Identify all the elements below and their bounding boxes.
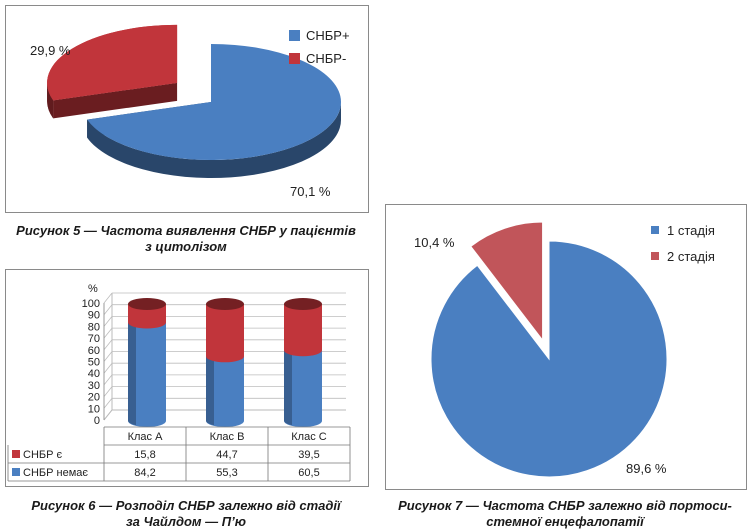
y-tick-label: 80 (88, 321, 100, 333)
legend-swatch-snbr-minus (289, 53, 300, 64)
figure-7-caption: Рисунок 7 — Частота СНБР залежно від пор… (385, 498, 745, 530)
bar-top-cap (128, 298, 166, 310)
table-value: 44,7 (216, 449, 237, 461)
bar-stack-2 (206, 298, 244, 427)
caption-6-line-1: Рисунок 6 — Розподіл СНБР залежно від ст… (31, 498, 341, 513)
bar-stack-1 (128, 298, 166, 427)
y-tick-label: 20 (88, 392, 100, 404)
y-tick-label: 90 (88, 310, 100, 322)
bar-top-cap (284, 298, 322, 310)
slice-label-89-6: 89,6 % (626, 461, 667, 476)
figure-7-chart: 1 стадія 2 стадія 10,4 % 89,6 % (385, 204, 747, 490)
table-value: 39,5 (298, 449, 319, 461)
category-label: Клас A (128, 431, 164, 443)
table-value: 84,2 (134, 467, 155, 479)
legend-5: СНБР+ СНБР- (289, 28, 350, 66)
category-label: Клас B (210, 431, 245, 443)
slice-label-70-1: 70,1 % (290, 184, 331, 199)
y-tick-label: 100 (82, 298, 100, 310)
table-series-name: СНБР є (23, 449, 62, 461)
table-legend-swatch (12, 468, 20, 476)
caption-5-line-1: Рисунок 5 — Частота виявлення СНБР у пац… (16, 223, 356, 238)
figure-5-caption: Рисунок 5 — Частота виявлення СНБР у пац… (2, 223, 370, 255)
table-value: 55,3 (216, 467, 237, 479)
category-label: Клас C (291, 431, 327, 443)
bar-red (206, 304, 244, 363)
bar-red (284, 304, 322, 357)
y-tick-label: 40 (88, 368, 100, 380)
legend-swatch-stage-2 (651, 252, 659, 260)
pie-chart-7: 1 стадія 2 стадія 10,4 % 89,6 % (414, 221, 715, 478)
y-tick-label: 30 (88, 380, 100, 392)
bar-blue (284, 350, 322, 427)
y-tick-label: 10 (88, 403, 100, 415)
caption-6-line-2: за Чайлдом — П’ю (126, 514, 246, 529)
bar-red (128, 304, 166, 329)
slice-stage-2 (470, 221, 544, 342)
bar-top-cap (206, 298, 244, 310)
y-tick-label: 0 (94, 415, 100, 427)
caption-7-line-1: Рисунок 7 — Частота СНБР залежно від пор… (398, 498, 732, 513)
legend-label-stage-1: 1 стадія (667, 223, 715, 238)
caption-5-line-2: з цитолізом (145, 239, 227, 254)
figure-6-chart: 0 10 20 30 40 50 60 70 80 90 100 Клас A Клас B Клас … (5, 269, 369, 487)
slice-stage-1 (430, 240, 668, 478)
y-tick-label: 60 (88, 345, 100, 357)
y-axis-unit: % (88, 283, 98, 295)
figure-5-chart: СНБР+ СНБР- 29,9 % 70,1 % (5, 5, 369, 213)
y-tick-label: 70 (88, 333, 100, 345)
legend-swatch-snbr-plus (289, 30, 300, 41)
slice-label-10-4: 10,4 % (414, 235, 455, 250)
pie-chart-5: СНБР+ СНБР- 29,9 % 70,1 % (30, 24, 350, 199)
caption-7-line-2: стемної енцефалопатії (486, 514, 644, 529)
table-value: 60,5 (298, 467, 319, 479)
bar-blue (128, 322, 166, 427)
legend-swatch-stage-1 (651, 226, 659, 234)
bar-blue (206, 356, 244, 427)
slice-snbr-minus-top (47, 24, 178, 101)
table-value: 15,8 (134, 449, 155, 461)
legend-label-snbr-plus: СНБР+ (306, 28, 350, 43)
y-tick-label: 50 (88, 357, 100, 369)
table-legend-swatch (12, 450, 20, 458)
slice-label-29-9: 29,9 % (30, 43, 71, 58)
bar-stack-3 (284, 298, 322, 427)
slice-снбр (87, 44, 341, 178)
figure-6-caption: Рисунок 6 — Розподіл СНБР залежно від ст… (2, 498, 370, 530)
legend-label-stage-2: 2 стадія (667, 249, 715, 264)
legend-7: 1 стадія 2 стадія (651, 223, 715, 264)
table-series-name: СНБР немає (23, 467, 88, 479)
legend-label-snbr-minus: СНБР- (306, 51, 346, 66)
